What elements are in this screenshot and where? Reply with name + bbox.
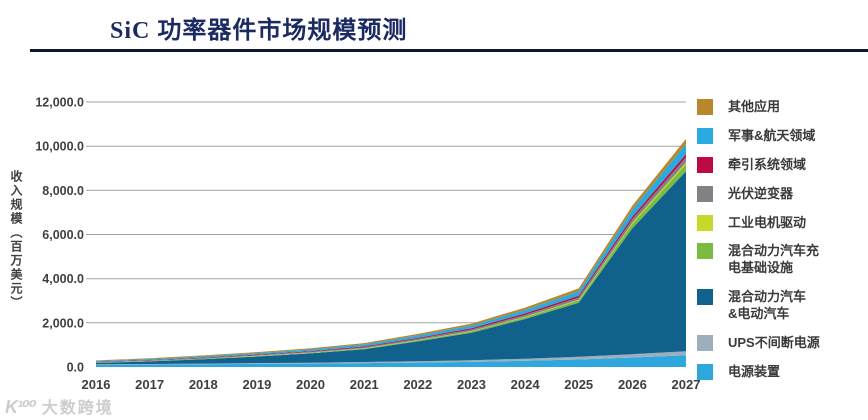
legend-item: 牵引系统领域 xyxy=(697,156,865,174)
chart-legend: 其他应用军事&航天领域 牵引系统领域 光伏逆变器工业电机驱动混合动力汽车充 电基础设… xyxy=(697,99,865,393)
x-tick-label: 2020 xyxy=(296,377,325,392)
area-series xyxy=(96,162,686,363)
legend-item: 其他应用 xyxy=(697,99,865,116)
legend-label: 电源装置 xyxy=(728,363,781,379)
watermark: K¹⁰⁰ 大数跨境 xyxy=(5,394,114,418)
y-tick-label: 12,000.0 xyxy=(35,96,84,110)
y-axis-title: 收入规模（百万美元） xyxy=(9,170,23,310)
x-tick-label: 2022 xyxy=(403,377,432,392)
legend-swatch xyxy=(697,335,713,352)
legend-label: 其他应用 xyxy=(728,99,781,114)
x-tick-label: 2016 xyxy=(82,377,111,392)
legend-item: 工业电机驱动 xyxy=(697,214,865,232)
area-series xyxy=(96,164,686,363)
legend-label: 光伏逆变器 xyxy=(728,185,794,201)
legend-item: 军事&航天领域 xyxy=(697,127,865,145)
y-tick-label: 2,000.0 xyxy=(42,316,84,330)
y-tick-label: 4,000.0 xyxy=(42,272,84,286)
watermark-text: 大数跨境 xyxy=(41,400,114,417)
legend-swatch xyxy=(697,127,713,144)
legend-label: UPS不间断电源 xyxy=(728,335,820,351)
legend-label: 军事&航天领域 xyxy=(728,127,816,143)
chart-title: SiC 功率器件市场规模预测 xyxy=(110,18,408,44)
area-series xyxy=(96,355,686,367)
x-tick-label: 2023 xyxy=(457,377,486,392)
legend-label: 牵引系统领域 xyxy=(728,156,807,172)
legend-item: 混合动力汽车 &电动汽车 xyxy=(697,289,865,323)
area-series xyxy=(96,157,686,363)
legend-label: 混合动力汽车 &电动汽车 xyxy=(728,289,807,322)
legend-label: 混合动力汽车充 电基础设施 xyxy=(728,243,820,276)
title-underline xyxy=(30,49,868,52)
area-series xyxy=(96,171,686,365)
x-tick-label: 2024 xyxy=(511,377,541,392)
legend-swatch xyxy=(697,363,713,380)
legend-item: 电源装置 xyxy=(697,363,865,381)
legend-swatch xyxy=(697,156,713,173)
watermark-logo: K¹⁰⁰ xyxy=(5,397,37,417)
x-tick-label: 2018 xyxy=(189,377,218,392)
y-tick-label: 0.0 xyxy=(67,361,84,375)
y-tick-label: 8,000.0 xyxy=(42,184,84,198)
legend-item: UPS不间断电源 xyxy=(697,335,865,352)
x-tick-label: 2017 xyxy=(135,377,164,392)
y-tick-label: 10,000.0 xyxy=(35,140,84,154)
x-tick-label: 2019 xyxy=(242,377,271,392)
y-tick-label: 6,000.0 xyxy=(42,228,84,242)
legend-item: 光伏逆变器 xyxy=(697,185,865,203)
area-series xyxy=(96,351,686,365)
legend-item: 混合动力汽车充 电基础设施 xyxy=(697,243,865,277)
x-tick-label: 2027 xyxy=(672,377,701,392)
area-series xyxy=(96,144,686,362)
legend-swatch xyxy=(697,289,713,306)
area-series xyxy=(96,154,686,363)
x-tick-label: 2025 xyxy=(564,377,593,392)
x-tick-label: 2026 xyxy=(618,377,647,392)
legend-swatch xyxy=(697,243,713,260)
x-tick-label: 2021 xyxy=(350,377,379,392)
legend-swatch xyxy=(697,185,713,202)
legend-label: 工业电机驱动 xyxy=(728,214,807,230)
legend-swatch xyxy=(697,214,713,231)
legend-swatch xyxy=(697,99,713,115)
